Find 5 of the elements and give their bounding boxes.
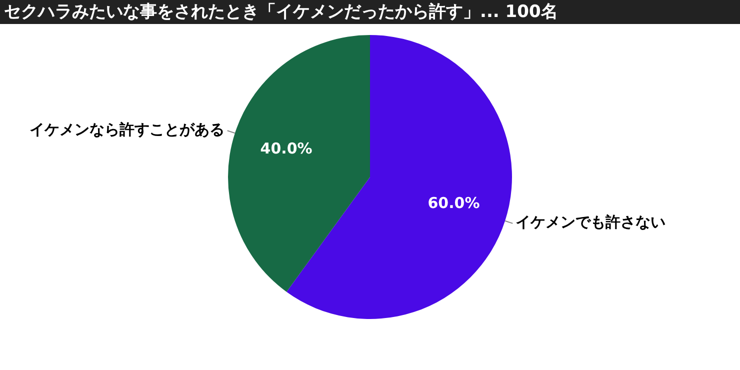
chart-title: セクハラみたいな事をされたとき「イケメンだったから許す」... 100名 <box>0 0 740 24</box>
slice-label: イケメンでも許さない <box>516 213 666 232</box>
slice-label: イケメンなら許すことがある <box>29 120 224 139</box>
data-label: 40.0% <box>260 140 312 158</box>
data-label: 60.0% <box>428 194 480 212</box>
